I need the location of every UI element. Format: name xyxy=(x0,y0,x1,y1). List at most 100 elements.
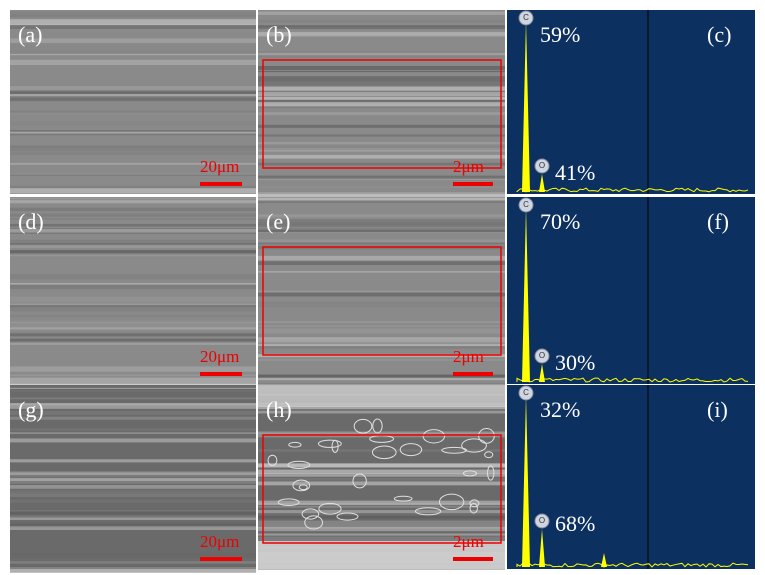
fiber-stripe xyxy=(258,526,505,532)
fiber-stripe xyxy=(258,175,505,179)
fiber-stripe xyxy=(258,374,505,378)
fiber-stripe xyxy=(258,76,505,82)
percent-label: 70% xyxy=(540,209,580,234)
fiber-stripe xyxy=(10,25,256,29)
panel-label: (d) xyxy=(18,209,44,234)
fiber-stripe xyxy=(10,338,256,342)
fiber-stripe xyxy=(258,214,505,218)
fiber-stripe xyxy=(258,124,505,128)
element-marker xyxy=(534,348,550,364)
fiber-stripe xyxy=(258,30,505,34)
element-marker xyxy=(534,513,550,529)
fiber-stripe xyxy=(10,11,256,16)
fiber-stripe xyxy=(10,296,256,303)
fiber-stripe xyxy=(10,524,256,527)
fiber-stripe xyxy=(258,284,505,288)
c-peak xyxy=(522,395,530,567)
fiber-stripe xyxy=(10,283,256,289)
particle xyxy=(478,428,495,444)
fiber-stripe xyxy=(258,337,505,343)
fiber-stripe xyxy=(10,485,256,489)
fiber-stripe xyxy=(10,218,256,220)
fiber-stripe xyxy=(258,91,505,97)
roi-box xyxy=(262,434,502,544)
fiber-stripe xyxy=(10,389,256,393)
fiber-stripe xyxy=(10,14,256,18)
fiber-stripe xyxy=(10,342,256,345)
fiber-stripe xyxy=(258,255,505,262)
fiber-stripe xyxy=(258,192,505,195)
roi-box xyxy=(262,59,502,169)
percent-label: 32% xyxy=(540,397,580,422)
panel-label: (a) xyxy=(18,22,42,47)
fiber-stripe xyxy=(258,346,505,349)
fiber-stripe xyxy=(10,432,256,434)
fiber-stripe xyxy=(10,472,256,475)
fiber-stripe xyxy=(10,172,256,175)
fiber-stripe xyxy=(10,333,256,337)
element-marker xyxy=(518,197,534,213)
eds-spectrum xyxy=(507,385,755,569)
fiber-stripe xyxy=(10,478,256,484)
fiber-stripe xyxy=(10,283,256,285)
scale-bar-label: 20μm xyxy=(200,347,239,366)
fiber-stripe xyxy=(10,438,256,443)
fiber-stripe xyxy=(258,197,505,202)
fiber-stripe xyxy=(258,112,505,116)
fiber-stripe xyxy=(258,469,505,474)
panel-label: (c) xyxy=(707,22,731,47)
fiber-stripe xyxy=(258,410,505,414)
sem-image xyxy=(258,197,505,384)
fiber-stripe xyxy=(258,239,505,244)
fiber-stripe xyxy=(10,185,256,189)
fiber-stripe xyxy=(258,107,505,109)
fiber-stripe xyxy=(10,508,256,515)
element-symbol: C xyxy=(523,13,529,22)
particle xyxy=(487,465,495,481)
fiber-stripe xyxy=(258,219,505,223)
element-symbol: O xyxy=(539,161,545,170)
fiber-stripe xyxy=(10,477,256,482)
fiber-stripe xyxy=(258,505,505,508)
element-symbol: O xyxy=(539,351,545,360)
element-marker xyxy=(518,10,534,26)
percent-label: 41% xyxy=(555,160,595,185)
fiber-stripe xyxy=(258,449,505,453)
scale-bar-label: 2μm xyxy=(453,347,484,366)
element-marker xyxy=(518,385,534,401)
panel-label: (b) xyxy=(266,22,292,47)
fiber-stripe xyxy=(10,403,256,409)
fiber-stripe xyxy=(258,221,505,225)
fiber-stripe xyxy=(258,224,505,228)
fiber-stripe xyxy=(10,459,256,463)
particle xyxy=(318,502,342,515)
fiber-stripe xyxy=(10,564,256,566)
particle xyxy=(484,451,494,459)
fiber-stripe xyxy=(10,53,256,56)
fiber-stripe xyxy=(10,289,256,294)
fiber-stripe xyxy=(10,130,256,133)
fiber-stripe xyxy=(10,239,256,243)
scale-bar-label: 2μm xyxy=(453,157,484,176)
fiber-stripe xyxy=(258,99,505,103)
fiber-stripe xyxy=(10,145,256,152)
fiber-stripe xyxy=(10,303,256,305)
fiber-stripe xyxy=(10,499,256,503)
fiber-stripe xyxy=(258,260,505,266)
fiber-stripe xyxy=(10,96,256,102)
scale-bar-label: 2μm xyxy=(453,532,484,551)
fiber-stripe xyxy=(258,25,505,30)
particle xyxy=(372,418,383,434)
c-peak xyxy=(522,207,530,382)
fiber-stripe xyxy=(258,186,505,188)
fiber-stripe xyxy=(10,303,256,308)
fiber-stripe xyxy=(258,65,505,70)
fiber-stripe xyxy=(10,85,256,91)
particle xyxy=(422,429,446,444)
fiber-stripe xyxy=(258,292,505,297)
o-peak xyxy=(539,364,545,382)
fiber-stripe xyxy=(10,410,256,416)
fiber-stripe xyxy=(10,131,256,134)
fiber-stripe xyxy=(258,325,505,327)
fiber-stripe xyxy=(258,134,505,137)
